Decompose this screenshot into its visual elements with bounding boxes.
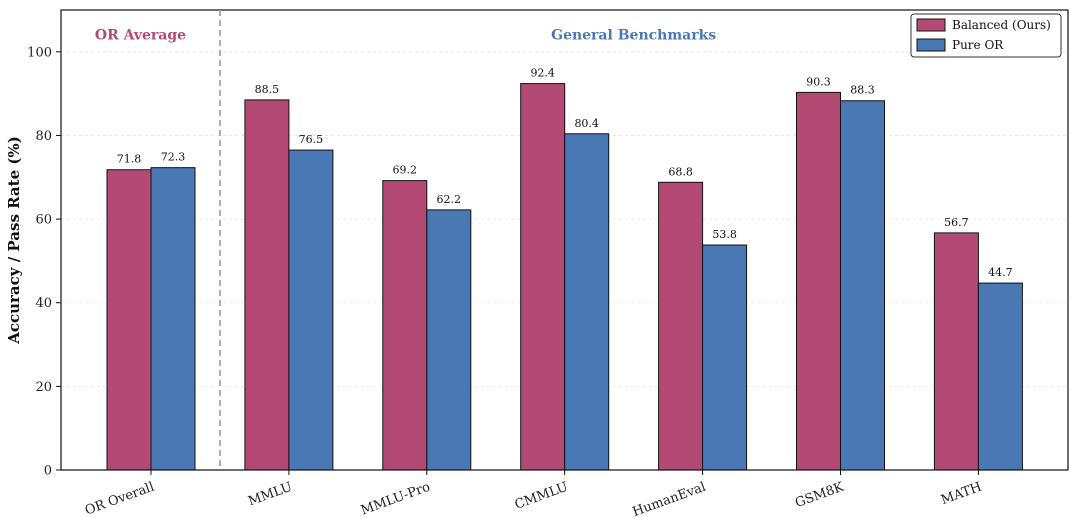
- bar-balanced: [244, 99, 290, 471]
- legend-swatch-pure-or: [916, 38, 946, 52]
- bar-value-label: 88.5: [255, 83, 280, 96]
- bar-balanced: [658, 181, 704, 471]
- bar-value-label: 62.2: [437, 193, 462, 206]
- bar-value-label: 53.8: [712, 228, 737, 241]
- bar-balanced: [520, 83, 566, 471]
- x-tick-label: OR Overall: [83, 480, 156, 517]
- or-average-annotation: OR Average: [95, 27, 186, 43]
- legend-swatch-balanced: [916, 18, 946, 32]
- y-tick-label: 80: [35, 129, 52, 144]
- x-tick-label: MMLU-Pro: [359, 480, 432, 517]
- bar-value-label: 72.3: [161, 151, 186, 164]
- bar-value-label: 76.5: [299, 133, 324, 146]
- bar-balanced: [933, 232, 979, 471]
- x-tick-label: CMMLU: [513, 480, 570, 513]
- bar-value-label: 44.7: [988, 266, 1013, 279]
- bar-pure-or: [840, 100, 885, 471]
- bar-value-label: 88.3: [850, 84, 875, 97]
- x-tick-label: MMLU: [246, 480, 294, 510]
- bar-pure-or: [564, 133, 610, 471]
- bar-pure-or: [977, 282, 1023, 471]
- bar-value-label: 71.8: [117, 153, 142, 166]
- legend-box: [910, 13, 1062, 58]
- legend-label-balanced: Balanced (Ours): [952, 18, 1051, 32]
- bar-balanced: [382, 180, 428, 471]
- bar-pure-or: [702, 244, 748, 471]
- y-axis-label: Accuracy / Pass Rate (%): [5, 136, 23, 345]
- bar-value-label: 68.8: [668, 165, 693, 178]
- legend: Balanced (Ours) Pure OR: [910, 13, 1062, 58]
- bar-value-label: 90.3: [806, 75, 831, 88]
- x-axis: OR Overall MMLU MMLU-Pro CMMLU HumanEval GSM8…: [83, 470, 984, 517]
- y-tick-label: 20: [35, 380, 52, 395]
- bars: [106, 83, 1023, 471]
- bar-balanced: [796, 91, 841, 471]
- y-tick-label: 40: [35, 296, 52, 311]
- x-tick-label: HumanEval: [631, 480, 708, 517]
- bar-pure-or: [150, 167, 196, 471]
- x-tick-label: GSM8K: [793, 480, 846, 511]
- y-tick-label: 60: [35, 213, 52, 228]
- bar-value-label: 92.4: [530, 67, 555, 80]
- y-tick-label: 100: [27, 45, 52, 60]
- bar-value-label: 80.4: [574, 117, 599, 130]
- general-benchmarks-annotation: General Benchmarks: [551, 27, 716, 43]
- x-tick-label: MATH: [939, 480, 984, 508]
- value-labels: 71.8 88.5 69.2 92.4 68.8 90.3 56.7 72.3 76.5 62.2…: [117, 67, 1013, 279]
- y-axis: 0 20 40 60 80 100: [27, 45, 61, 479]
- bar-value-label: 69.2: [393, 164, 418, 177]
- bar-pure-or: [288, 149, 334, 471]
- bar-value-label: 56.7: [944, 216, 969, 229]
- bar-balanced: [106, 169, 152, 471]
- bar-pure-or: [426, 209, 472, 471]
- y-tick-label: 0: [44, 464, 52, 479]
- legend-label-pure-or: Pure OR: [952, 38, 1004, 52]
